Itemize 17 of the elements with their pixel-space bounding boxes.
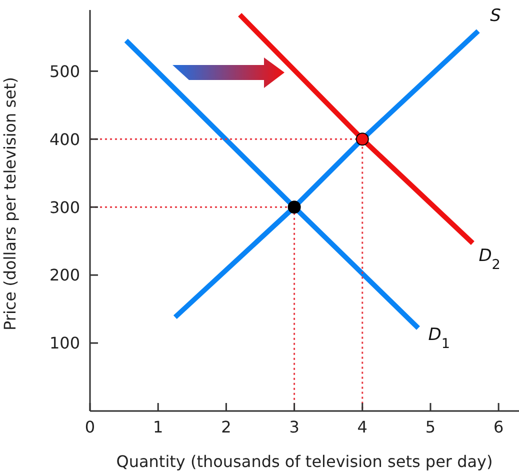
y-tick-label: 100 bbox=[49, 334, 80, 353]
series-label: D$_{2}$ bbox=[478, 246, 500, 274]
series-label: S bbox=[490, 6, 502, 26]
x-tick-label: 6 bbox=[493, 417, 504, 436]
x-tick-label: 4 bbox=[357, 417, 368, 436]
x-axis-title: Quantity (thousands of television sets per day) bbox=[116, 452, 493, 471]
series-label: D$_{1}$ bbox=[428, 325, 450, 352]
y-tick-label: 500 bbox=[49, 62, 80, 81]
y-tick-label: 300 bbox=[49, 198, 80, 217]
x-tick-label: 0 bbox=[84, 417, 96, 436]
x-tick-label: 3 bbox=[289, 417, 300, 436]
y-tick-label: 200 bbox=[49, 266, 80, 285]
x-tick-label: 2 bbox=[221, 417, 232, 436]
x-tick-label: 1 bbox=[153, 417, 164, 436]
y-tick-label: 400 bbox=[49, 130, 80, 149]
x-tick-label: 5 bbox=[425, 417, 436, 436]
y-axis-title: Price (dollars per television set) bbox=[0, 77, 20, 330]
